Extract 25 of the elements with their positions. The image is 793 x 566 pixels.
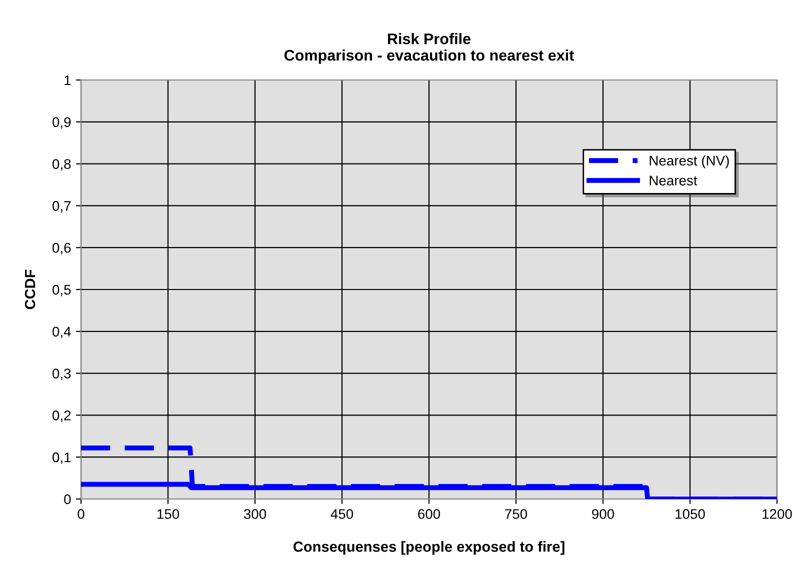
y-tick-label: 0,3 [52,368,71,380]
x-tick-label: 150 [157,509,180,519]
y-tick-label: 0 [64,494,71,504]
y-tick-label: 0,4 [52,326,71,338]
y-tick-label: 0,7 [52,201,71,213]
x-tick-label: 900 [592,509,614,519]
y-tick-label: 0,5 [52,284,71,296]
x-tick-label: 1050 [676,509,705,519]
y-tick-label: 0,2 [52,410,71,422]
x-tick-label: 0 [78,509,84,519]
y-tick-label: 1 [64,75,71,86]
y-tick-label: 0,6 [52,242,71,254]
x-tick-label: 750 [505,509,528,519]
y-tick-label: 0,9 [52,117,71,129]
x-tick-label: 600 [418,509,440,519]
y-tick-label: 0,8 [52,159,71,171]
chart-title: Risk Profile Comparison - evacaution to nearest exit [284,33,574,64]
x-axis-title: Consequenses [people exposed to fire] [293,541,564,555]
y-tick-label: 0,1 [52,452,71,464]
x-tick-label: 300 [244,509,266,519]
x-tick-label: 1200 [762,509,792,519]
legend-label: Nearest [650,176,698,186]
legend-label: Nearest (NV) [650,155,729,168]
x-tick-label: 450 [330,509,354,519]
y-axis-title: CCDF [24,270,36,310]
